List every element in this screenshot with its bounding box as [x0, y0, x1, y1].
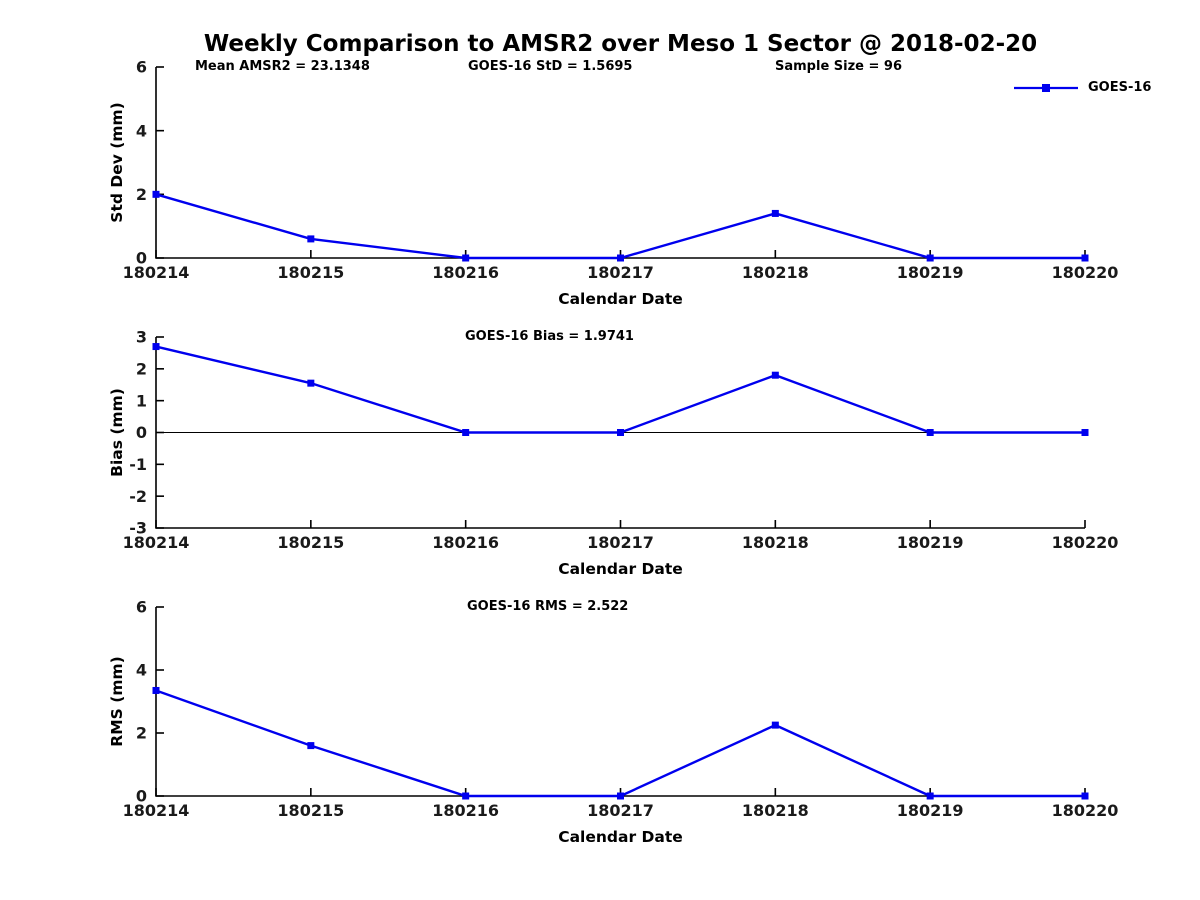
series-marker — [1081, 429, 1089, 436]
legend: GOES-16 — [1013, 80, 1151, 95]
series-marker — [1081, 254, 1089, 262]
y-tick-label: 3 — [136, 328, 147, 347]
y-tick-label: 0 — [136, 249, 147, 268]
y-tick-label: -3 — [129, 519, 147, 538]
legend-line-marker-icon — [1014, 83, 1078, 92]
y-tick-label: 4 — [136, 661, 147, 680]
series-line — [155, 345, 1085, 434]
series-marker — [617, 254, 624, 262]
axis-line — [155, 607, 1085, 797]
y-tick-label: 2 — [136, 359, 147, 378]
series-marker — [926, 429, 934, 436]
annotation-goes16-rms: GOES-16 RMS = 2.522 — [467, 599, 629, 614]
y-tick-label: -1 — [129, 455, 147, 474]
x-axis-title: Calendar Date — [558, 828, 683, 846]
x-tick-label: 180216 — [432, 533, 499, 552]
x-tick-label: 180220 — [1052, 801, 1119, 820]
y-axis-title: Std Dev (mm) — [108, 102, 126, 222]
series-line — [155, 193, 1085, 260]
y-tick-label: 2 — [136, 185, 147, 204]
axis-line — [155, 67, 1085, 259]
y-tick-label: 6 — [136, 58, 147, 77]
series-marker — [617, 429, 624, 436]
y-tick-label: 0 — [136, 423, 147, 442]
annotation-mean-amsr2: Mean AMSR2 = 23.1348 — [195, 59, 370, 74]
y-tick-label: 6 — [136, 598, 147, 617]
series-marker — [307, 742, 315, 750]
x-tick-label: 180217 — [587, 263, 654, 282]
figure-title: Weekly Comparison to AMSR2 over Meso 1 S… — [203, 31, 1038, 57]
x-tick-label: 180220 — [1052, 533, 1119, 552]
x-tick-label: 180214 — [123, 533, 190, 552]
y-tick-label: -2 — [129, 487, 147, 506]
x-tick-label: 180220 — [1052, 263, 1119, 282]
x-tick-label: 180214 — [123, 801, 190, 820]
x-tick-label: 180217 — [587, 801, 654, 820]
legend-label: GOES-16 — [1088, 80, 1152, 95]
y-tick-label: 1 — [136, 391, 147, 410]
annotation-goes16-std: GOES-16 StD = 1.5695 — [468, 59, 633, 74]
series-marker — [152, 190, 160, 198]
x-tick-label: 180215 — [277, 263, 344, 282]
series-marker — [926, 792, 934, 800]
series-marker — [462, 792, 470, 800]
annotation-sample-size: Sample Size = 96 — [775, 59, 903, 74]
series-marker — [462, 429, 470, 436]
series-marker — [617, 792, 624, 800]
x-axis-title: Calendar Date — [558, 290, 683, 308]
x-tick-label: 180218 — [742, 263, 809, 282]
x-tick-label: 180216 — [432, 263, 499, 282]
x-tick-label: 180219 — [897, 801, 964, 820]
x-tick-label: 180215 — [277, 533, 344, 552]
series-marker — [152, 343, 160, 351]
series-marker — [152, 686, 160, 694]
x-tick-label: 180219 — [897, 263, 964, 282]
series-marker — [926, 254, 934, 262]
x-tick-label: 180217 — [587, 533, 654, 552]
x-tick-label: 180215 — [277, 801, 344, 820]
series-marker — [462, 254, 470, 262]
y-tick-label: 4 — [136, 121, 147, 140]
series-marker — [307, 235, 315, 243]
series-marker — [307, 379, 315, 387]
y-axis-title: Bias (mm) — [108, 388, 126, 477]
x-tick-label: 180219 — [897, 533, 964, 552]
series-marker — [771, 371, 779, 379]
x-tick-label: 180218 — [742, 533, 809, 552]
x-axis-title: Calendar Date — [558, 560, 683, 578]
y-tick-label: 2 — [136, 724, 147, 743]
x-tick-label: 180214 — [123, 263, 190, 282]
y-axis-title: RMS (mm) — [108, 656, 126, 746]
annotation-goes16-bias: GOES-16 Bias = 1.9741 — [465, 329, 634, 344]
x-tick-label: 180218 — [742, 801, 809, 820]
series-marker — [771, 209, 779, 217]
y-tick-label: 0 — [136, 787, 147, 806]
series-marker — [771, 721, 779, 729]
x-tick-label: 180216 — [432, 801, 499, 820]
series-line — [155, 689, 1085, 798]
series-marker — [1081, 792, 1089, 800]
